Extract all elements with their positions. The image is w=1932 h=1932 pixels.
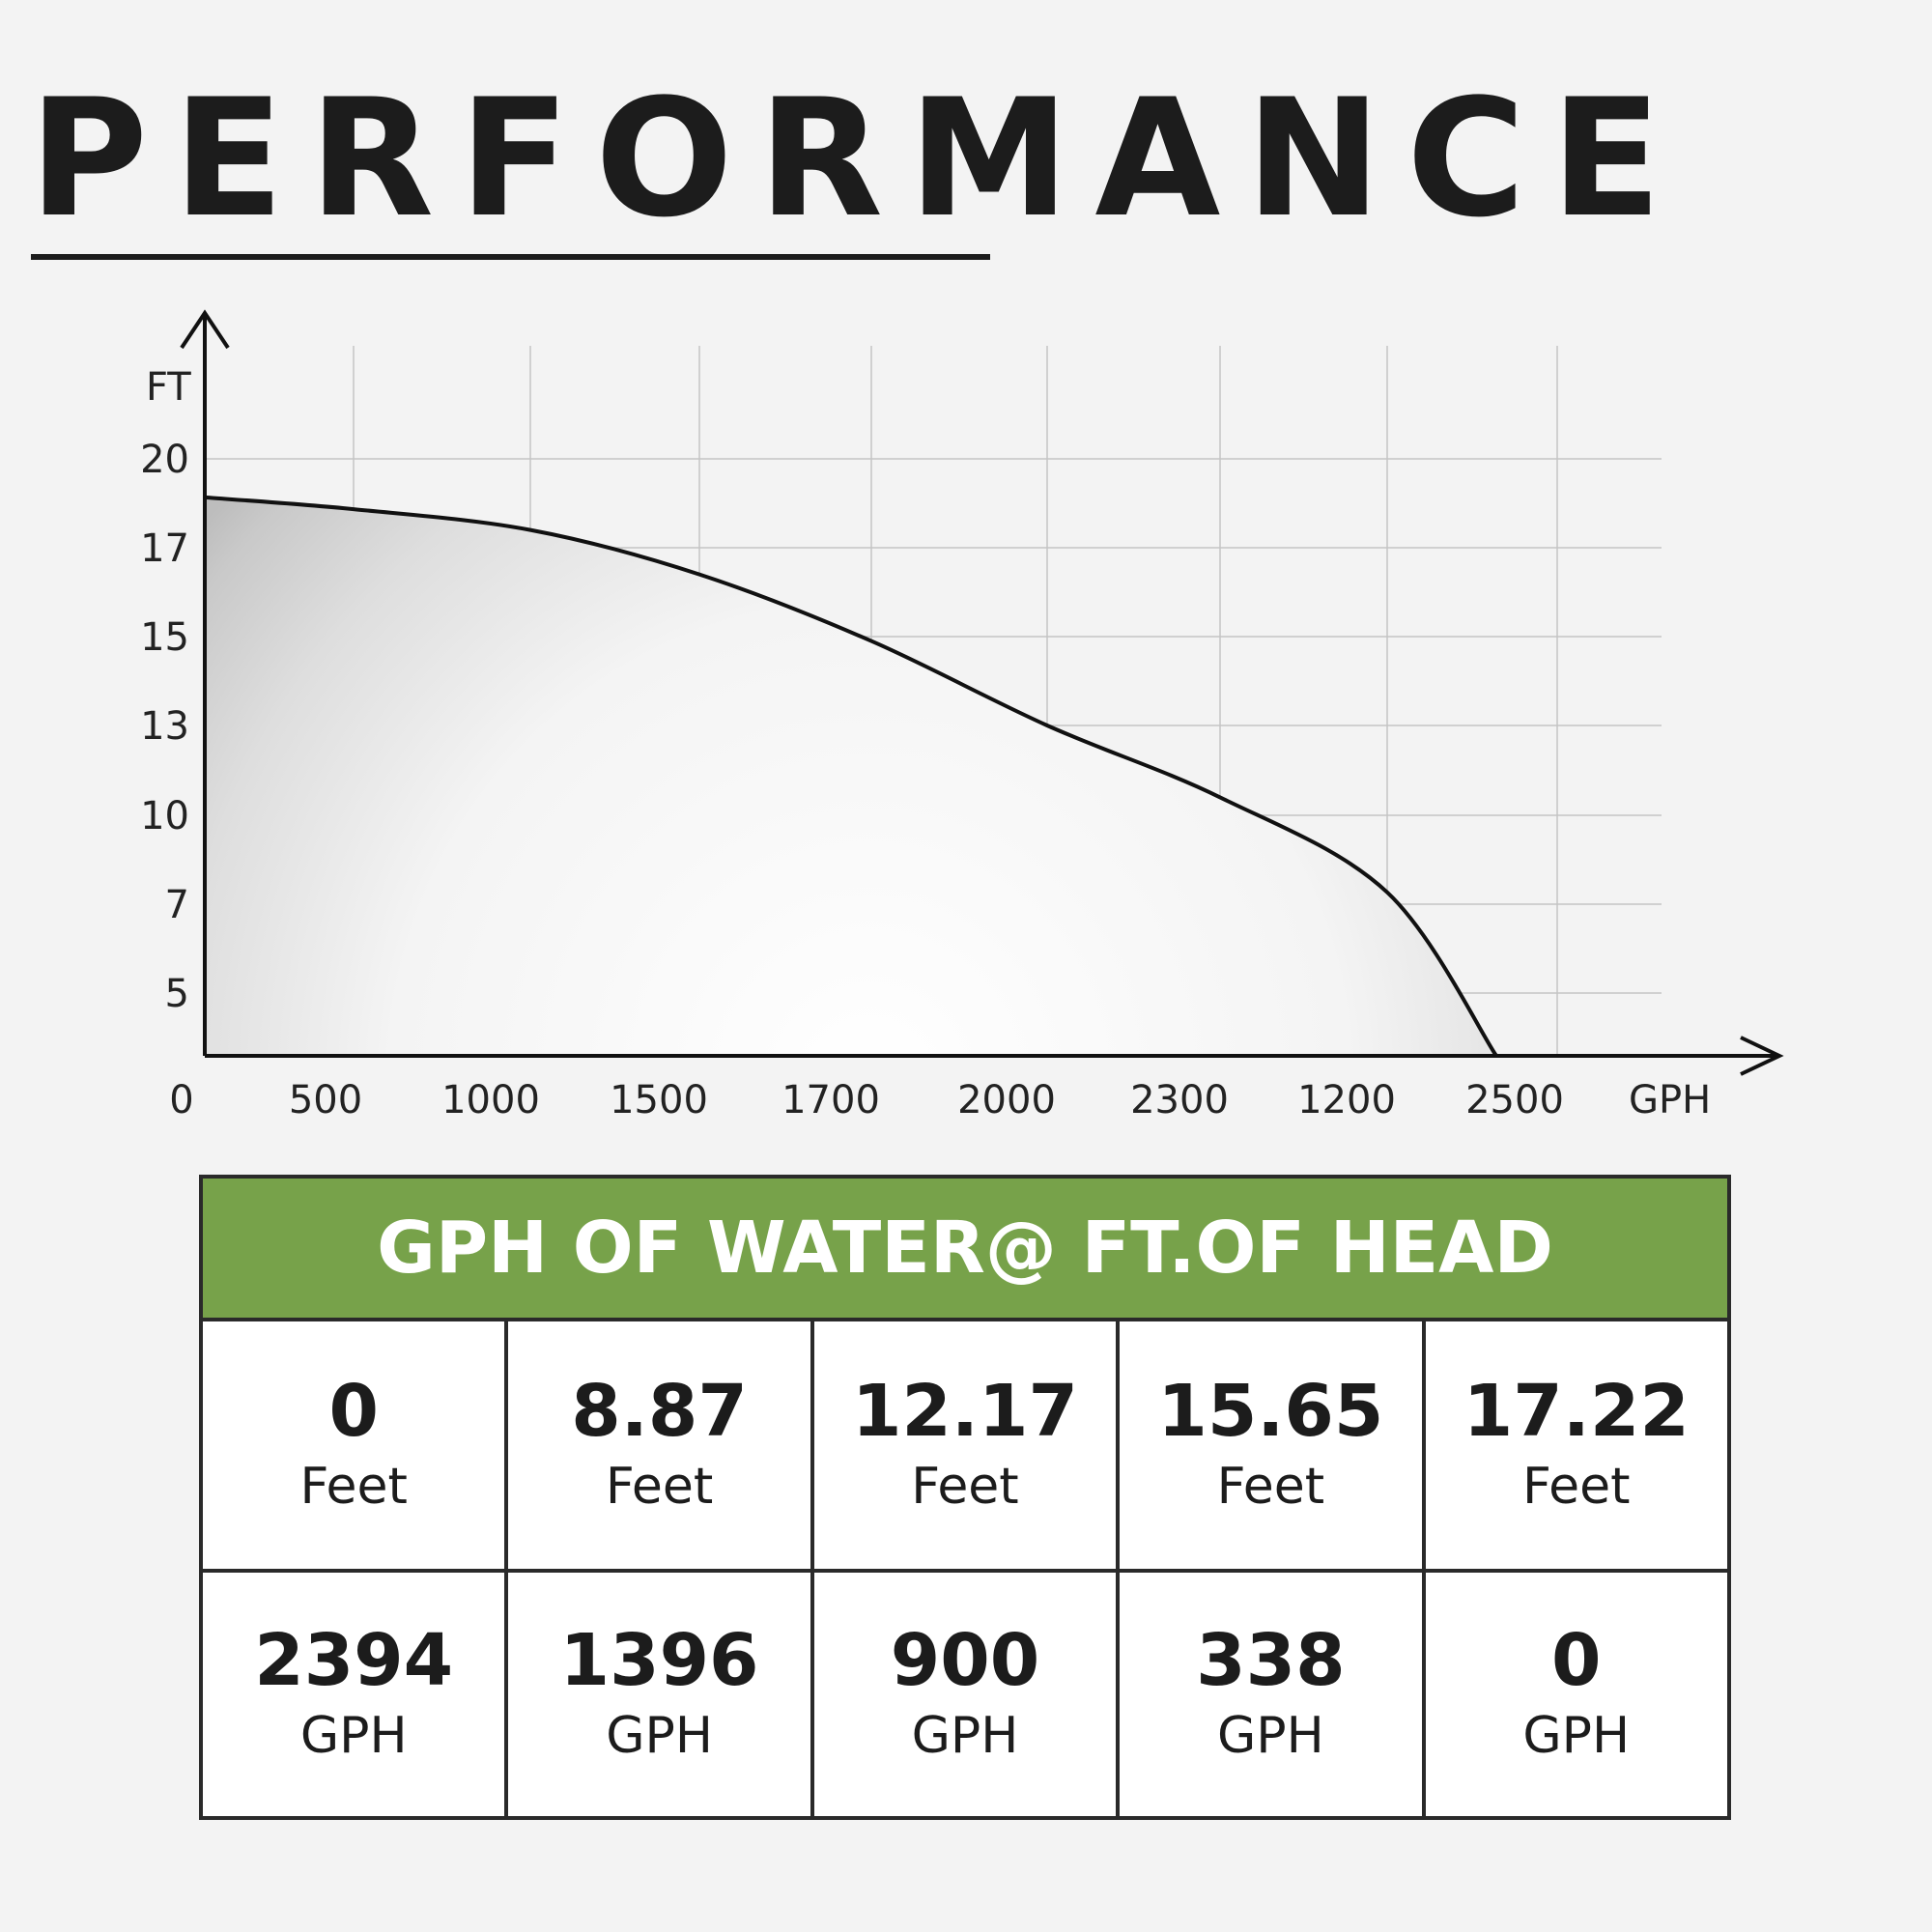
chart-axes <box>180 309 1784 1076</box>
x-tick-label: 0 <box>169 1078 193 1122</box>
feet-row: 0 Feet 8.87 Feet 12.17 Feet 15.65 Feet 17.22… <box>198 1318 1732 1573</box>
cell-value: 0 <box>1551 1619 1602 1702</box>
cell-value: 900 <box>890 1619 1040 1702</box>
table-cell: 12.17 Feet <box>810 1318 1121 1573</box>
cell-value: 15.65 <box>1157 1370 1384 1453</box>
curve-area-fill <box>205 497 1496 1056</box>
y-tick-label: 13 <box>140 704 189 749</box>
table-cell: 0 Feet <box>198 1318 509 1573</box>
cell-unit: Feet <box>1522 1458 1631 1516</box>
table-header: GPH OF WATER@ FT.OF HEAD <box>199 1175 1731 1321</box>
page-title: PERFORMANCE <box>29 64 1688 253</box>
x-tick-label: 500 <box>289 1078 362 1122</box>
x-tick-labels: 0 500 1000 1500 1700 2000 2300 1200 2500 <box>169 1078 1564 1122</box>
x-tick-label: 1000 <box>441 1078 540 1122</box>
y-axis-label: FT <box>146 365 191 410</box>
performance-table: GPH OF WATER@ FT.OF HEAD 0 Feet 8.87 Feet … <box>198 1175 1732 1820</box>
y-tick-label: 15 <box>140 615 189 660</box>
cell-value: 8.87 <box>571 1370 748 1453</box>
cell-unit: GPH <box>606 1707 713 1765</box>
gph-row: 2394 GPH 1396 GPH 900 GPH 338 GPH 0 GPH <box>198 1569 1732 1820</box>
y-tick-label: 17 <box>140 526 189 571</box>
table-cell: 338 GPH <box>1116 1569 1426 1820</box>
cell-unit: GPH <box>1216 1707 1324 1765</box>
table-cell: 0 GPH <box>1421 1569 1732 1820</box>
y-tick-label: 10 <box>140 794 189 838</box>
y-tick-labels: 5 7 10 13 15 17 20 <box>140 438 189 1016</box>
y-axis-arrow-icon <box>180 309 230 350</box>
x-tick-label: 1500 <box>610 1078 708 1122</box>
table-cell: 15.65 Feet <box>1116 1318 1426 1573</box>
cell-unit: Feet <box>605 1458 714 1516</box>
cell-value: 12.17 <box>851 1370 1079 1453</box>
x-axis-arrow-icon <box>1740 1036 1784 1076</box>
table-cell: 1396 GPH <box>504 1569 814 1820</box>
table-cell: 8.87 Feet <box>504 1318 814 1573</box>
x-tick-label: 1700 <box>781 1078 880 1122</box>
x-tick-label: 2500 <box>1465 1078 1564 1122</box>
cell-unit: GPH <box>1522 1707 1631 1765</box>
cell-unit: Feet <box>299 1458 408 1516</box>
cell-value: 0 <box>328 1370 379 1453</box>
x-axis-label: GPH <box>1629 1078 1711 1122</box>
title-underline <box>31 254 990 260</box>
cell-unit: Feet <box>1216 1458 1325 1516</box>
cell-value: 2394 <box>254 1619 454 1702</box>
table-cell: 17.22 Feet <box>1421 1318 1732 1573</box>
cell-unit: GPH <box>911 1707 1019 1765</box>
cell-value: 17.22 <box>1463 1370 1690 1453</box>
x-tick-label: 2000 <box>957 1078 1056 1122</box>
performance-curve <box>204 495 1498 1057</box>
cell-unit: Feet <box>911 1458 1019 1516</box>
x-tick-label: 1200 <box>1297 1078 1396 1122</box>
x-tick-label: 2300 <box>1130 1078 1229 1122</box>
cell-value: 1396 <box>559 1619 759 1702</box>
y-tick-label: 7 <box>165 883 189 927</box>
performance-chart: 5 7 10 13 15 17 20 0 500 1000 1500 1700 2000 2300 120… <box>140 309 1784 1122</box>
table-cell: 2394 GPH <box>198 1569 509 1820</box>
table-cell: 900 GPH <box>810 1569 1121 1820</box>
cell-unit: GPH <box>299 1707 408 1765</box>
y-tick-label: 5 <box>165 972 189 1016</box>
cell-value: 338 <box>1196 1619 1346 1702</box>
y-tick-label: 20 <box>140 438 189 482</box>
